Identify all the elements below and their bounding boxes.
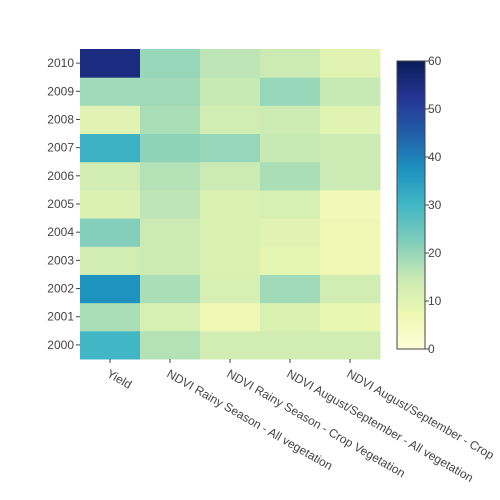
- colorbar-gradient: [396, 60, 426, 350]
- y-tick-label: 2003: [47, 253, 74, 267]
- colorbar-tick-label: 30: [428, 198, 442, 212]
- heatmap-cell: [80, 218, 141, 247]
- heatmap-cell: [320, 246, 381, 275]
- heatmap-cell: [320, 161, 381, 191]
- heatmap-cell: [200, 218, 261, 247]
- heatmap-cell: [320, 189, 381, 219]
- y-tick-label: 2002: [47, 282, 74, 296]
- x-axis-ticks: Yield NDVI Rainy Season - All vegetationN…: [105, 359, 497, 485]
- heatmap-cell: [140, 330, 201, 360]
- heatmap-cell: [140, 133, 201, 163]
- heatmap-cell: [200, 77, 261, 106]
- heatmap-cell: [140, 302, 201, 332]
- heatmap-cell: [140, 161, 201, 191]
- y-tick-label: 2006: [47, 169, 74, 183]
- heatmap-cell: [260, 161, 321, 191]
- heatmap-cell: [80, 161, 141, 191]
- heatmap-cell: [140, 49, 201, 78]
- heatmap-cell: [140, 218, 201, 247]
- colorbar-tick-label: 10: [428, 294, 442, 308]
- heatmap-cell: [260, 105, 321, 135]
- heatmap-cell: [80, 105, 141, 135]
- heatmap-cell: [260, 49, 321, 78]
- heatmap-cell: [200, 330, 261, 360]
- y-axis-ticks: 2000 2001 2002 2003 2004 2005 2006 2007 2008 2009…: [47, 56, 80, 352]
- heatmap-cell: [320, 133, 381, 163]
- heatmap-cell: [260, 274, 321, 304]
- heatmap-cell: [80, 302, 141, 332]
- colorbar: 0 10 20 30 40 50 60: [396, 54, 442, 356]
- colorbar-ticks: 0 10 20 30 40 50 60: [425, 54, 442, 356]
- heatmap-cell: [260, 133, 321, 163]
- colorbar-tick-label: 60: [428, 54, 442, 68]
- heatmap-cell: [260, 330, 321, 360]
- y-tick-label: 2000: [47, 338, 74, 352]
- heatmap-cell: [80, 246, 141, 275]
- heatmap-cell: [140, 105, 201, 135]
- heatmap-cell: [80, 330, 141, 360]
- heatmap-cell: [260, 77, 321, 106]
- heatmap-cell: [200, 49, 261, 78]
- heatmap-cell: [200, 189, 261, 219]
- colorbar-tick-label: 40: [428, 150, 442, 164]
- colorbar-tick-label: 0: [428, 342, 435, 356]
- heatmap-cells: [80, 49, 381, 360]
- colorbar-tick-label: 50: [428, 102, 442, 116]
- heatmap-cell: [140, 189, 201, 219]
- y-tick-label: 2001: [47, 310, 74, 324]
- heatmap-cell: [140, 77, 201, 106]
- y-tick-label: 2010: [47, 56, 74, 70]
- y-tick-label: 2007: [47, 141, 74, 155]
- heatmap-cell: [200, 246, 261, 275]
- heatmap-cell: [200, 274, 261, 304]
- heatmap-cell: [320, 302, 381, 332]
- y-tick-label: 2005: [47, 197, 74, 211]
- heatmap-cell: [200, 161, 261, 191]
- heatmap-cell: [80, 77, 141, 106]
- heatmap-cell: [260, 218, 321, 247]
- heatmap-cell: [320, 274, 381, 304]
- heatmap-cell: [260, 302, 321, 332]
- heatmap-cell: [320, 105, 381, 135]
- heatmap-cell: [200, 105, 261, 135]
- heatmap-cell: [260, 189, 321, 219]
- heatmap-cell: [260, 246, 321, 275]
- heatmap-cell: [80, 133, 141, 163]
- x-tick-label: Yield: [105, 366, 135, 391]
- heatmap-cell: [140, 246, 201, 275]
- heatmap-cell: [320, 77, 381, 106]
- heatmap-cell: [80, 49, 141, 78]
- heatmap-cell: [80, 274, 141, 304]
- heatmap-cell: [320, 49, 381, 78]
- heatmap-cell: [140, 274, 201, 304]
- colorbar-tick-label: 20: [428, 246, 442, 260]
- y-tick-label: 2004: [47, 225, 74, 239]
- y-tick-label: 2009: [47, 84, 74, 98]
- heatmap-cell: [320, 218, 381, 247]
- y-tick-label: 2008: [47, 112, 74, 126]
- heatmap-cell: [320, 330, 381, 360]
- heatmap-cell: [200, 133, 261, 163]
- heatmap-cell: [200, 302, 261, 332]
- heatmap-cell: [80, 189, 141, 219]
